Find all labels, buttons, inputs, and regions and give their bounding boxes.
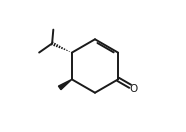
Text: O: O [130,84,138,93]
Polygon shape [58,79,72,90]
